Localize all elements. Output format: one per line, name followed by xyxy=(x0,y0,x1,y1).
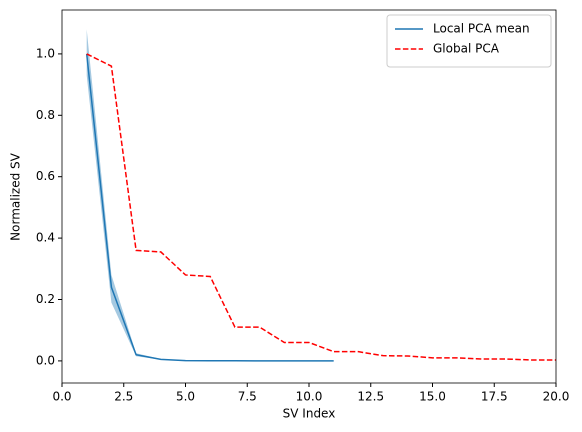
x-tick-label: 10.0 xyxy=(296,390,323,404)
y-tick-label: 0.8 xyxy=(36,108,55,122)
x-tick-label: 5.0 xyxy=(176,390,195,404)
legend-box xyxy=(386,14,552,68)
x-tick-label: 7.5 xyxy=(238,390,257,404)
confidence-band xyxy=(86,29,334,361)
line xyxy=(85,53,334,362)
y-tick-label: 0.4 xyxy=(36,231,55,245)
x-tick-label: 0.0 xyxy=(52,390,71,404)
x-tick-label: 15.0 xyxy=(419,390,446,404)
x-tick-label: 12.5 xyxy=(357,390,384,404)
legend-label: Local PCA mean xyxy=(433,22,530,36)
x-tick-label: 17.5 xyxy=(481,390,508,404)
x-tick-label: 2.5 xyxy=(114,390,133,404)
x-axis-title: SV Index xyxy=(283,407,336,421)
y-tick-label: 0.0 xyxy=(36,353,55,367)
y-tick-label: 0.6 xyxy=(36,169,55,183)
y-tick-label: 1.0 xyxy=(36,46,55,60)
line xyxy=(86,53,556,361)
y-axis-title: Normalized SV xyxy=(9,152,23,240)
plot-frame xyxy=(61,9,557,384)
x-tick-label: 20.0 xyxy=(543,390,570,404)
y-tick-label: 0.2 xyxy=(36,292,55,306)
legend-label: Global PCA xyxy=(433,42,500,56)
